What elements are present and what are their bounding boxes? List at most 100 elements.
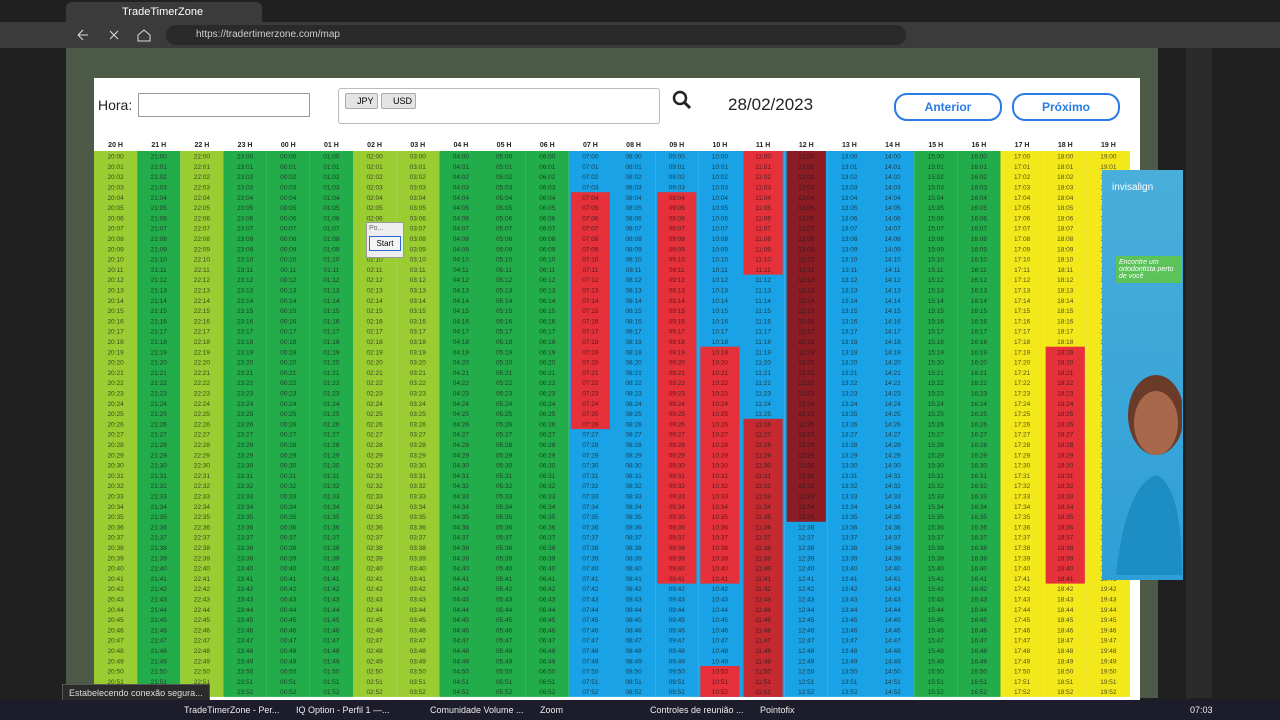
popup-field[interactable]: Po... (369, 225, 384, 232)
time-cell: 04:04 (453, 195, 470, 202)
task-item[interactable]: IQ Option - Perfil 1 —... (296, 705, 390, 715)
time-cell: 04:21 (453, 370, 470, 377)
time-cell: 13:51 (841, 679, 858, 686)
time-cell: 15:24 (928, 401, 945, 408)
time-cell: 21:17 (151, 329, 168, 336)
time-cell: 16:35 (971, 514, 988, 521)
time-cell: 12:27 (798, 432, 815, 439)
time-cell: 05:12 (496, 277, 513, 284)
time-cell: 02:12 (366, 277, 383, 284)
time-cell: 20:39 (107, 555, 124, 562)
time-cell: 03:30 (410, 463, 427, 470)
time-cell: 01:02 (323, 174, 340, 181)
task-item[interactable]: Pointofix (760, 705, 795, 715)
hora-input[interactable] (138, 93, 310, 117)
time-cell: 15:15 (928, 308, 945, 315)
time-cell: 08:35 (625, 514, 642, 521)
task-item[interactable]: Comunidade Volume ... (430, 705, 524, 715)
time-cell: 16:41 (971, 576, 988, 583)
time-cell: 21:09 (151, 246, 168, 253)
time-cell: 22:18 (194, 339, 211, 346)
tag[interactable]: USD (381, 93, 417, 109)
time-cell: 16:07 (971, 226, 988, 233)
time-cell: 07:02 (582, 174, 599, 181)
time-cell: 09:51 (669, 679, 686, 686)
time-cell: 13:34 (841, 504, 858, 511)
column-header: 21 H (151, 142, 166, 149)
time-cell: 20:00 (107, 154, 124, 161)
time-cell: 19:00 (1100, 154, 1117, 161)
time-cell: 13:44 (841, 607, 858, 614)
time-cell: 05:23 (496, 391, 513, 398)
time-cell: 08:25 (625, 411, 642, 418)
time-cell: 06:40 (539, 566, 556, 573)
next-button[interactable]: Próximo (1012, 93, 1120, 121)
currency-select[interactable]: JPY USD (338, 88, 660, 124)
time-cell: 10:40 (712, 566, 729, 573)
start-button[interactable]: Start (369, 236, 401, 251)
column-bg (309, 151, 353, 697)
time-cell: 06:20 (539, 360, 556, 367)
prev-button[interactable]: Anterior (894, 93, 1002, 121)
time-cell: 09:12 (669, 277, 686, 284)
hora-label: Hora: (98, 97, 133, 113)
time-cell: 13:24 (841, 401, 858, 408)
time-cell: 01:03 (323, 185, 340, 192)
time-cell: 03:12 (410, 277, 427, 284)
time-cell: 00:45 (280, 617, 297, 624)
time-cell: 05:38 (496, 545, 513, 552)
column-header: 01 H (324, 142, 339, 149)
time-cell: 09:15 (669, 308, 686, 315)
time-cell: 11:32 (755, 483, 771, 490)
time-cell: 08:09 (625, 246, 642, 253)
time-cell: 15:17 (928, 329, 945, 336)
time-cell: 08:40 (625, 566, 642, 573)
time-cell: 13:39 (841, 555, 858, 562)
time-cell: 21:48 (151, 648, 168, 655)
time-cell: 04:42 (453, 586, 470, 593)
time-cell: 13:36 (841, 524, 858, 531)
time-cell: 21:01 (151, 164, 168, 171)
time-cell: 20:50 (107, 669, 124, 676)
time-cell: 04:26 (453, 421, 470, 428)
time-cell: 03:03 (410, 185, 427, 192)
time-cell: 23:17 (237, 329, 254, 336)
task-item[interactable]: Zoom (540, 705, 564, 715)
search-icon[interactable] (672, 90, 692, 110)
time-cell: 09:34 (669, 504, 686, 511)
time-cell: 05:25 (496, 411, 513, 418)
time-cell: 22:47 (194, 638, 211, 645)
signal-block (786, 151, 826, 522)
time-cell: 15:14 (928, 298, 945, 305)
time-cell: 11:24 (755, 401, 771, 408)
time-cell: 02:40 (366, 566, 383, 573)
time-cell: 11:39 (755, 555, 771, 562)
time-cell: 16:18 (971, 339, 988, 346)
time-cell: 10:26 (712, 421, 729, 428)
time-cell: 14:03 (884, 185, 901, 192)
time-cell: 00:00 (280, 154, 297, 161)
time-cell: 04:08 (453, 236, 470, 243)
time-cell: 05:28 (496, 442, 513, 449)
time-cell: 23:20 (237, 360, 254, 367)
task-item[interactable]: TradeTimerZone - Per... (184, 705, 280, 715)
time-cell: 10:05 (712, 205, 729, 212)
tag[interactable]: JPY (345, 93, 378, 109)
ad-banner[interactable]: invisalign Encontre um ortodontista pert… (1102, 170, 1183, 580)
time-cell: 23:50 (237, 669, 254, 676)
time-cell: 04:03 (453, 185, 470, 192)
time-cell: 16:33 (971, 494, 988, 501)
url-field[interactable]: https://tradertimerzone.com/map (166, 25, 906, 45)
task-item[interactable]: Controles de reunião ... (650, 705, 744, 715)
time-cell: 00:46 (280, 627, 297, 634)
time-cell: 11:30 (755, 463, 771, 470)
time-cell: 05:19 (496, 349, 513, 356)
time-cell: 15:39 (928, 555, 945, 562)
url-text: https://tradertimerzone.com/map (196, 29, 340, 40)
browser-tab[interactable]: TradeTimerZone (66, 2, 262, 22)
time-cell: 08:15 (625, 308, 642, 315)
time-cell: 13:01 (841, 164, 858, 171)
time-cell: 16:06 (971, 215, 988, 222)
time-cell: 03:09 (410, 246, 427, 253)
time-cell: 10:30 (712, 463, 729, 470)
